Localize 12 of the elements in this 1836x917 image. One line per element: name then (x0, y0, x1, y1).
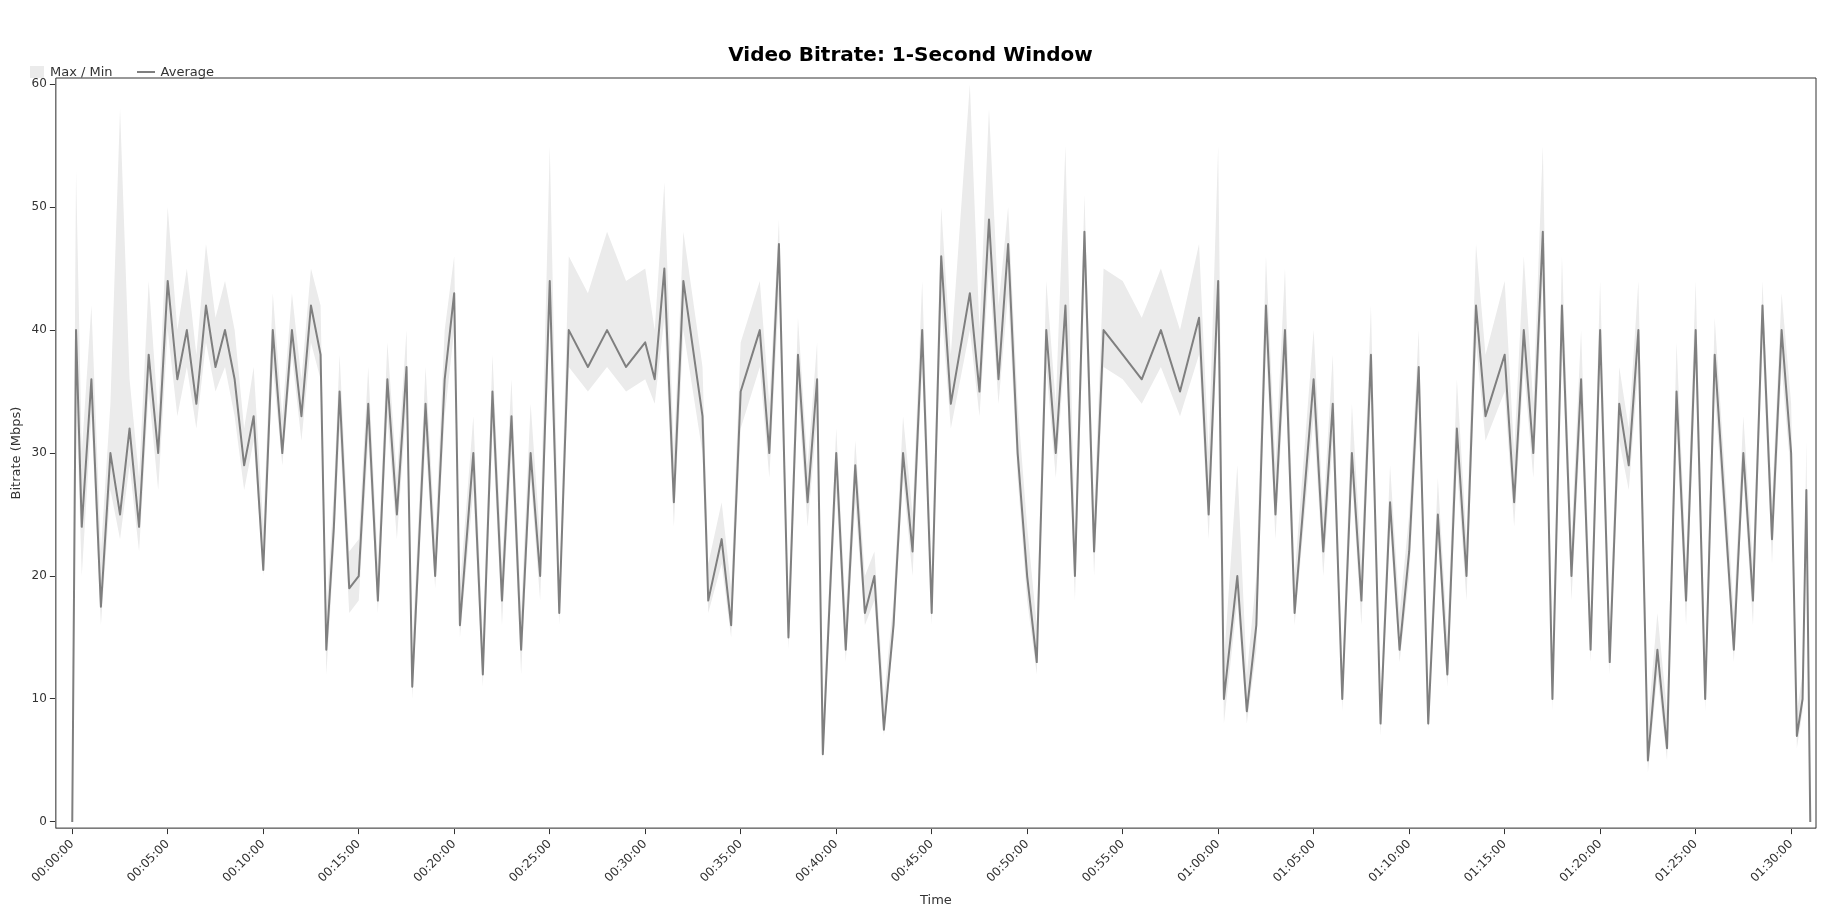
y-tick-label: 30 (31, 445, 47, 460)
y-tick-label: 20 (31, 568, 47, 583)
y-tick-label: 0 (39, 814, 47, 829)
chart-title: Video Bitrate: 1-Second Window (728, 42, 1093, 67)
y-tick-label: 10 (31, 691, 47, 706)
y-tick-label: 40 (31, 322, 47, 337)
x-axis-title: Time (919, 891, 952, 907)
annotation: Max / Min (50, 64, 113, 79)
y-tick-label: 60 (31, 76, 47, 91)
y-axis-title: Bitrate (Mbps) (8, 406, 24, 500)
legend-label: Average (160, 64, 214, 79)
y-tick-label: 50 (31, 199, 47, 214)
